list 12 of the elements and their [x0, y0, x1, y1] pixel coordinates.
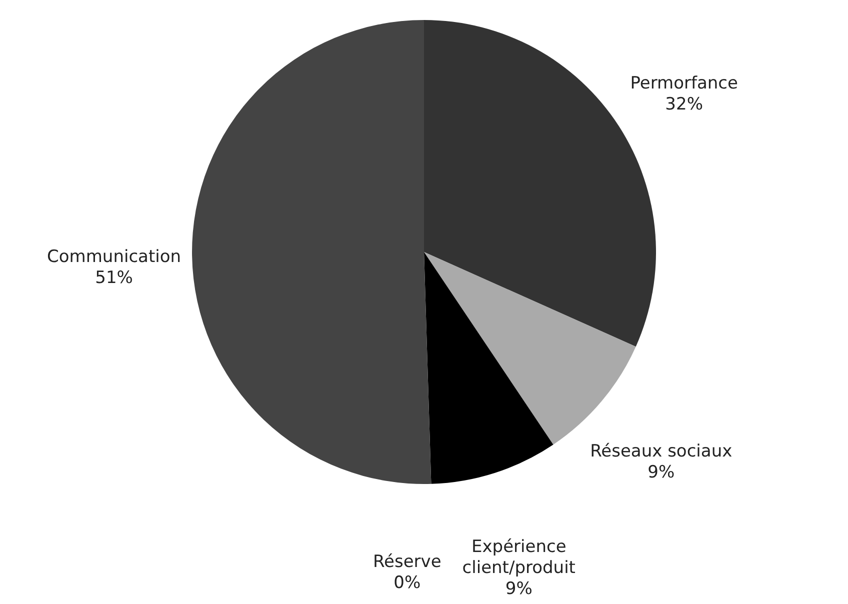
- pie-slice: [192, 20, 432, 484]
- category-label: Réserve: [372, 552, 442, 572]
- text: 0%: [394, 572, 421, 593]
- data-label: 32%: [665, 94, 703, 114]
- slice-label: Permorfance: [630, 73, 738, 94]
- pie-slice: [424, 252, 554, 484]
- data-label: 9%: [505, 579, 532, 600]
- slice-label: Réseaux sociaux: [590, 442, 732, 462]
- slice-label: Expérience client/produit: [462, 537, 576, 578]
- slice-label: Communication: [47, 246, 182, 267]
- data-label: 51%: [95, 268, 133, 288]
- data-label: 9%: [648, 462, 675, 483]
